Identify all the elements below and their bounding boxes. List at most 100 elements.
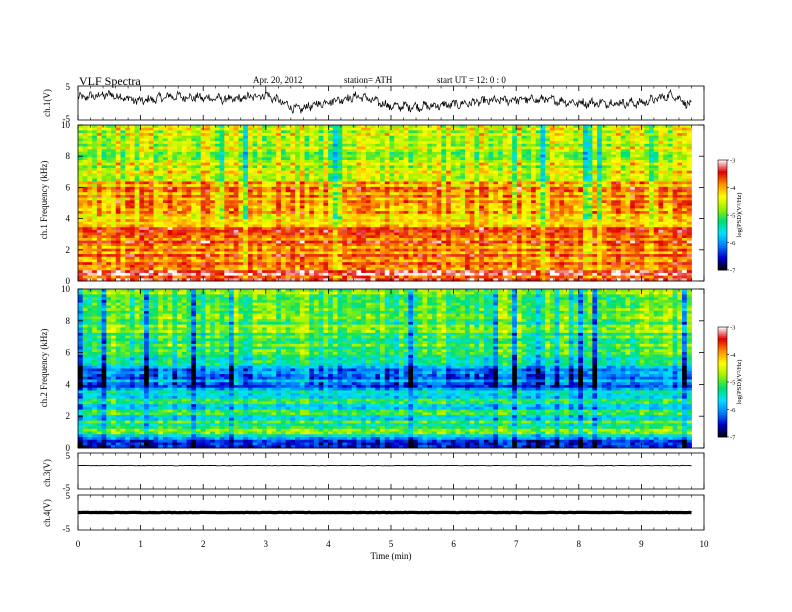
spectrogram-cell: [92, 181, 98, 185]
spectrogram-cell: [191, 224, 197, 228]
spectrogram-cell: [139, 208, 145, 212]
spectrogram-cell: [205, 208, 211, 212]
spectrogram-cell: [304, 205, 310, 209]
spectrogram-cell: [677, 181, 683, 185]
spectrogram-cell: [644, 146, 650, 150]
spectrogram-cell: [370, 165, 376, 169]
spectrogram-cell: [568, 173, 574, 177]
spectrogram-cell: [172, 213, 178, 217]
spectrogram-cell: [498, 197, 504, 201]
spectrogram-cell: [280, 141, 287, 145]
spectrogram-cell: [441, 165, 447, 169]
spectrogram-cell: [332, 151, 338, 155]
spectrogram-cell: [455, 213, 461, 217]
spectrogram-cell: [587, 219, 593, 223]
spectrogram-cell: [125, 170, 131, 174]
spectrogram-cell: [493, 216, 499, 220]
spectrogram-cell: [139, 178, 145, 182]
spectrogram-cell: [290, 162, 296, 166]
spectrogram-cell: [663, 211, 669, 215]
spectrogram-cell: [620, 213, 626, 217]
spectrogram-cell: [328, 143, 334, 147]
spectrogram-cell: [601, 200, 607, 204]
spectrogram-cell: [96, 227, 102, 231]
spectrogram-cell: [257, 184, 263, 188]
spectrogram-cell: [568, 141, 574, 145]
spectrogram-cell: [417, 165, 423, 169]
spectrogram-cell: [346, 149, 353, 153]
spectrogram-cell: [601, 135, 607, 139]
spectrogram-cell: [507, 168, 513, 172]
spectrogram-cell: [597, 168, 603, 172]
spectrogram-cell: [582, 125, 589, 129]
spectrogram-cell: [115, 211, 121, 215]
spectrogram-cell: [356, 157, 362, 161]
spectrogram-cell: [205, 211, 211, 215]
spectrogram-cell: [370, 213, 376, 217]
spectrogram-cell: [535, 211, 541, 215]
spectrogram-cell: [92, 194, 98, 199]
spectrogram-cell: [276, 146, 282, 150]
spectrogram-cell: [682, 203, 688, 207]
spectrogram-cell: [96, 168, 102, 172]
spectrogram-cell: [328, 130, 334, 134]
spectrogram-cell: [592, 178, 598, 182]
spectrogram-cell: [516, 197, 522, 201]
spectrogram-cell: [545, 200, 551, 204]
spectrogram-cell: [625, 205, 631, 209]
spectrogram-cell: [120, 184, 126, 188]
spectrogram-cell: [172, 176, 178, 180]
spectrogram-cell: [101, 173, 107, 177]
spectrogram-cell: [446, 130, 452, 134]
spectrogram-cell: [479, 168, 485, 172]
spectrogram-cell: [531, 130, 537, 134]
spectrogram-cell: [498, 159, 504, 164]
spectrogram-cell: [233, 159, 239, 164]
spectrogram-cell: [342, 186, 348, 190]
spectrogram-cell: [191, 138, 197, 142]
spectrogram-cell: [658, 125, 664, 129]
spectrogram-cell: [181, 159, 187, 164]
spectrogram-cell: [332, 141, 338, 145]
spectrogram-cell: [257, 227, 263, 231]
spectrogram-cell: [361, 186, 367, 190]
spectrogram-cell: [290, 154, 296, 158]
spectrogram-cell: [408, 213, 414, 217]
spectrogram-cell: [299, 176, 305, 180]
spectrogram-cell: [309, 194, 315, 199]
spectrogram-cell: [148, 162, 154, 166]
spectrogram-cell: [592, 170, 598, 174]
spectrogram-cell: [342, 157, 348, 161]
spectrogram-cell: [531, 154, 537, 158]
spectrogram-cell: [413, 135, 419, 139]
spectrogram-cell: [144, 141, 150, 145]
spectrogram-cell: [521, 219, 527, 223]
spectrogram-cell: [531, 165, 537, 169]
spectrogram-cell: [195, 154, 202, 158]
spectrogram-cell: [644, 127, 650, 131]
spectrogram-cell: [389, 138, 395, 142]
spectrogram-cell: [229, 192, 235, 196]
spectrogram-cell: [290, 181, 296, 185]
spectrogram-cell: [394, 176, 400, 180]
spectrogram-cell: [92, 219, 98, 223]
spectrogram-cell: [375, 203, 381, 207]
spectrogram-cell: [630, 165, 636, 169]
spectrogram-cell: [526, 149, 532, 153]
spectrogram-cell: [634, 130, 640, 134]
spectrogram-cell: [177, 211, 183, 215]
spectrogram-cell: [266, 181, 272, 185]
spectrogram-cell: [389, 141, 395, 145]
spectrogram-cell: [587, 141, 593, 145]
spectrogram-cell: [158, 189, 164, 193]
spectrogram-cell: [564, 125, 570, 129]
spectrogram-cell: [460, 173, 466, 177]
spectrogram-cell: [129, 154, 136, 158]
spectrogram-cell: [280, 200, 287, 204]
spectrogram-cell: [172, 168, 178, 172]
spectrogram-cell: [634, 157, 640, 161]
spectrogram-cell: [592, 168, 598, 172]
spectrogram-cell: [549, 130, 556, 134]
spectrogram-cell: [342, 143, 348, 147]
spectrogram-cell: [172, 184, 178, 188]
